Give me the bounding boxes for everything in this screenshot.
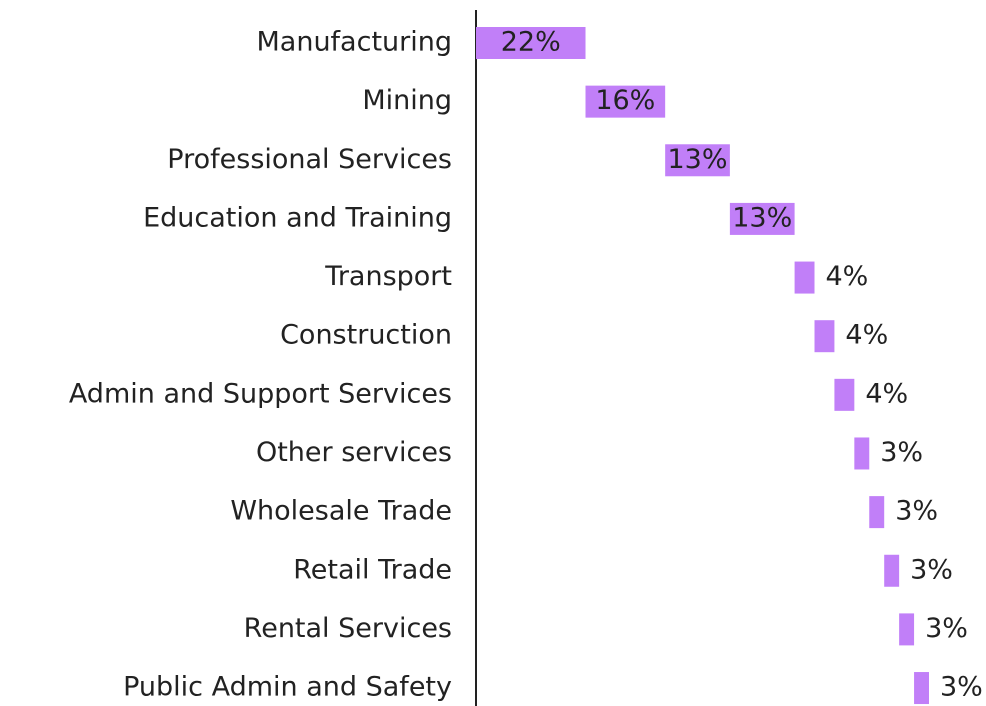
- category-label: Education and Training: [143, 202, 452, 233]
- value-label: 4%: [865, 378, 908, 409]
- bar: [834, 378, 855, 411]
- bar: [814, 320, 835, 353]
- bar: [899, 613, 915, 646]
- bar: [854, 437, 870, 470]
- category-label: Manufacturing: [256, 27, 452, 58]
- value-label: 4%: [826, 261, 869, 292]
- value-label: 22%: [501, 27, 561, 58]
- category-label: Other services: [256, 437, 452, 468]
- value-label: 13%: [668, 144, 728, 175]
- value-label: 3%: [880, 437, 923, 468]
- value-label: 16%: [595, 85, 655, 116]
- bar: [884, 554, 900, 587]
- category-label: Rental Services: [244, 613, 452, 644]
- category-label: Mining: [362, 85, 452, 116]
- value-label: 3%: [895, 496, 938, 527]
- bar: [794, 261, 815, 294]
- bar: [585, 85, 666, 118]
- bar: [729, 202, 795, 235]
- value-label: 3%: [910, 554, 953, 585]
- bar: [665, 144, 730, 177]
- bar: [914, 672, 929, 705]
- value-label: 3%: [925, 613, 968, 644]
- value-label: 3%: [940, 672, 983, 703]
- bar: [476, 27, 586, 59]
- category-label: Retail Trade: [293, 554, 452, 585]
- category-label: Wholesale Trade: [230, 496, 452, 527]
- bar: [869, 496, 885, 529]
- value-label: 13%: [732, 202, 792, 233]
- category-label: Public Admin and Safety: [123, 672, 452, 703]
- value-label: 4%: [845, 320, 888, 351]
- category-label: Professional Services: [167, 144, 452, 175]
- category-label: Transport: [324, 261, 452, 292]
- category-label: Admin and Support Services: [69, 378, 452, 409]
- category-label: Construction: [280, 320, 452, 351]
